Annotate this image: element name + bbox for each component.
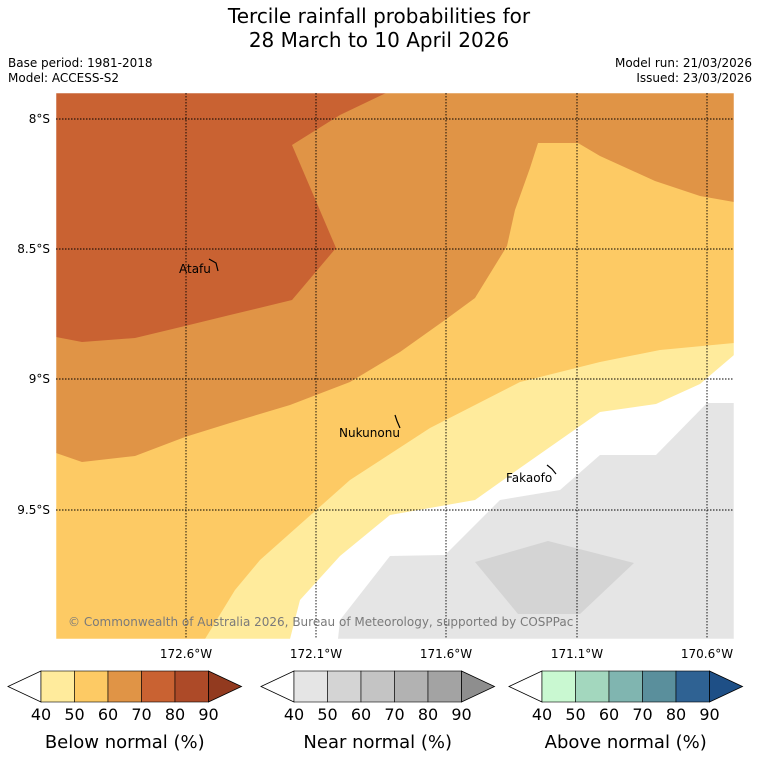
place-label-fakaofo: Fakaofo xyxy=(506,471,552,485)
below-legend-tick: 90 xyxy=(198,705,218,724)
nukunonu-atoll xyxy=(394,414,401,429)
legends: 40 50 60 70 80 90 Below normal (%) 40 50 60 70 80 90… xyxy=(7,670,744,753)
issued-date: Issued: 23/03/2026 xyxy=(636,71,752,85)
below-legend-tick: 50 xyxy=(64,705,84,724)
above-legend-swatch xyxy=(642,670,677,703)
atafu-atoll xyxy=(208,258,219,272)
lon-label-171-6: 171.6°W xyxy=(420,647,472,661)
region-below-70 xyxy=(56,93,386,342)
lat-label-9-5: 9.5°S xyxy=(17,503,50,517)
above-legend-tick: 60 xyxy=(599,705,619,724)
title-line-2: 28 March to 10 April 2026 xyxy=(248,28,510,52)
below-legend-swatch xyxy=(40,670,75,703)
near-legend-tick: 50 xyxy=(317,705,337,724)
place-label-nukunonu: Nukunonu xyxy=(339,426,400,440)
place-label-atafu: Atafu xyxy=(179,262,211,276)
lon-label-172-6: 172.6°W xyxy=(160,647,212,661)
above-legend-swatch xyxy=(575,670,610,703)
place-markers xyxy=(208,258,557,475)
region-near-50 xyxy=(475,541,634,614)
near-legend-caption: Near normal (%) xyxy=(303,732,452,753)
near-legend-over-arrow xyxy=(461,670,496,703)
lon-label-171-1: 171.1°W xyxy=(551,647,603,661)
above-legend-swatch xyxy=(608,670,643,703)
lon-label-170-6: 170.6°W xyxy=(681,647,733,661)
lat-label-9: 9°S xyxy=(29,372,50,386)
below-legend-swatch xyxy=(141,670,176,703)
lat-label-8-5: 8.5°S xyxy=(17,242,50,256)
above-legend-swatch xyxy=(541,670,576,703)
below-legend-under-arrow xyxy=(7,670,42,703)
below-legend-swatch xyxy=(174,670,209,703)
map-title: Tercile rainfall probabilities for 28 Ma… xyxy=(0,4,758,52)
below-legend-swatch xyxy=(74,670,109,703)
fakaofo-atoll xyxy=(546,464,557,475)
near-legend-swatch xyxy=(427,670,462,703)
region-near-40 xyxy=(338,403,734,639)
above-legend-tick: 90 xyxy=(699,705,719,724)
near-legend-tick: 70 xyxy=(384,705,404,724)
below-legend-swatch xyxy=(107,670,142,703)
map-frame xyxy=(55,92,735,640)
probability-map xyxy=(56,93,734,639)
near-legend-tick: 40 xyxy=(284,705,304,724)
above-legend-caption: Above normal (%) xyxy=(545,732,707,753)
near-legend-under-arrow xyxy=(260,670,295,703)
above-legend-tick: 80 xyxy=(666,705,686,724)
model-name: Model: ACCESS-S2 xyxy=(8,71,120,85)
below-legend-over-arrow xyxy=(208,670,243,703)
meta-left: Base period: 1981-2018 Model: ACCESS-S2 xyxy=(8,56,153,86)
above-legend-swatch xyxy=(675,670,710,703)
title-line-1: Tercile rainfall probabilities for xyxy=(227,4,531,28)
near-legend-swatch xyxy=(293,670,328,703)
above-legend-over-arrow xyxy=(709,670,744,703)
lat-label-8: 8°S xyxy=(29,112,50,126)
near-legend-swatch xyxy=(360,670,395,703)
near-legend-swatch xyxy=(394,670,429,703)
copyright-notice: © Commonwealth of Australia 2026, Bureau… xyxy=(68,615,573,629)
below-legend-tick: 40 xyxy=(31,705,51,724)
above-legend-tick: 40 xyxy=(532,705,552,724)
below-legend-tick: 80 xyxy=(165,705,185,724)
below-legend-tick: 70 xyxy=(131,705,151,724)
graticule xyxy=(56,93,734,639)
near-legend-tick: 60 xyxy=(351,705,371,724)
base-period: Base period: 1981-2018 xyxy=(8,56,153,70)
below-legend-caption: Below normal (%) xyxy=(45,732,205,753)
near-legend-swatch xyxy=(327,670,362,703)
meta-right: Model run: 21/03/2026 Issued: 23/03/2026 xyxy=(615,56,752,86)
near-legend-tick: 90 xyxy=(451,705,471,724)
lon-label-172-1: 172.1°W xyxy=(290,647,342,661)
below-legend-tick: 60 xyxy=(98,705,118,724)
above-legend-under-arrow xyxy=(508,670,543,703)
model-run: Model run: 21/03/2026 xyxy=(614,56,752,70)
above-legend-tick: 50 xyxy=(565,705,585,724)
near-legend-tick: 80 xyxy=(418,705,438,724)
above-legend-tick: 70 xyxy=(632,705,652,724)
